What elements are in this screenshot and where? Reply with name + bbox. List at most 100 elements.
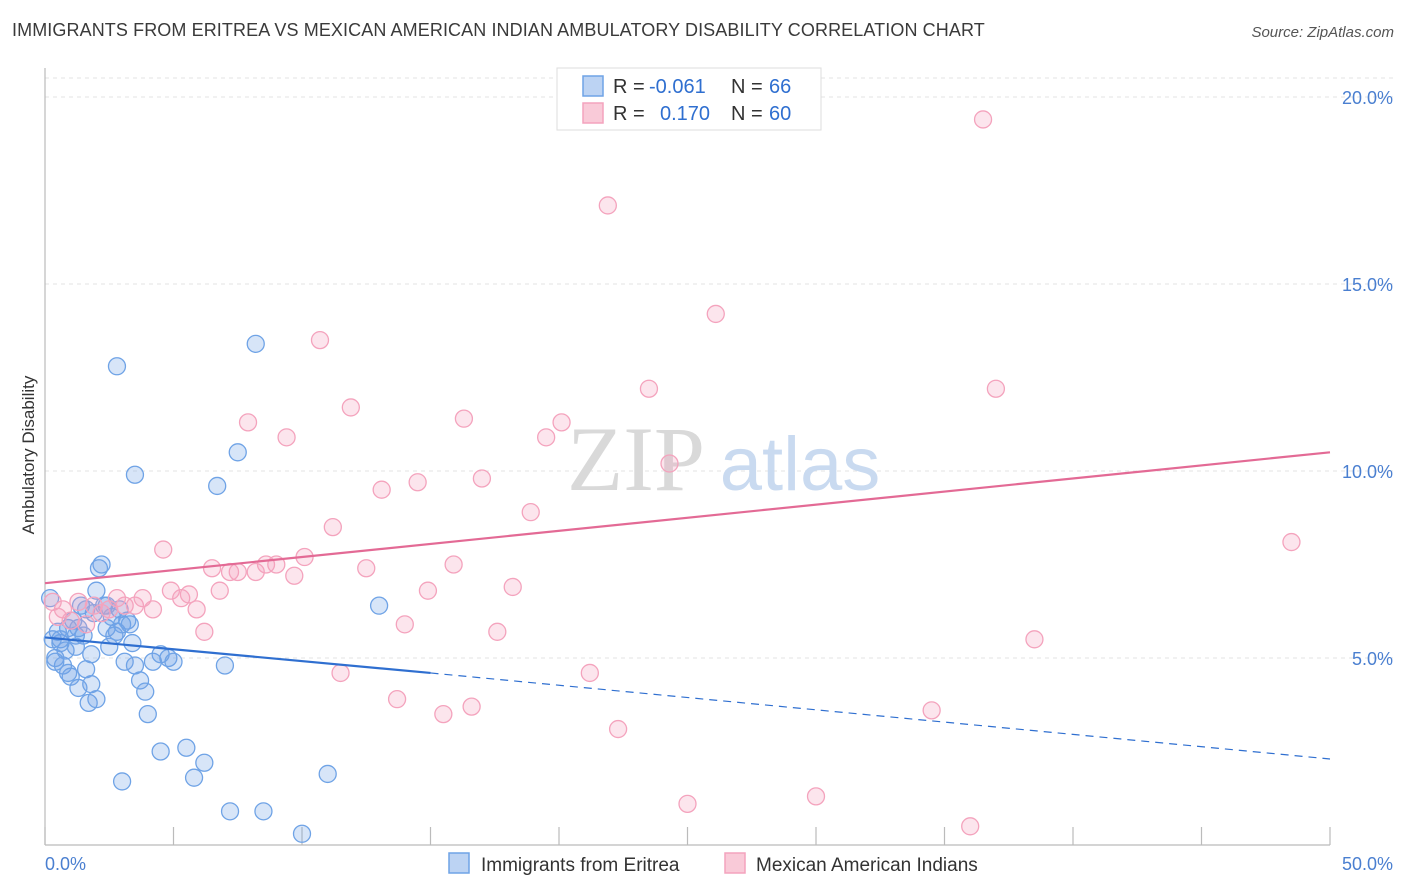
watermark-atlas: atlas — [720, 422, 881, 507]
point-s0-39 — [164, 652, 183, 671]
point-s1-12 — [133, 589, 152, 608]
point-s0-57 — [120, 615, 139, 634]
point-s1-31 — [310, 330, 330, 350]
legend-r-value-mexican: 0.170 — [660, 103, 710, 125]
point-s1-17 — [179, 585, 199, 604]
point-s0-29 — [115, 652, 134, 671]
point-s1-10 — [115, 596, 134, 615]
point-s0-51 — [66, 637, 85, 656]
point-s0-20 — [92, 555, 111, 574]
legend-n-label-mexican: N = — [731, 103, 763, 125]
point-s1-44 — [462, 697, 481, 716]
point-s1-24 — [238, 413, 258, 432]
point-s1-64 — [973, 110, 993, 129]
tick-labels: 5.0% 10.0% 15.0% 20.0% 0.0% 50.0% — [45, 88, 1393, 874]
point-s0-6 — [56, 641, 75, 660]
point-s0-60 — [125, 465, 145, 484]
point-s1-62 — [1025, 630, 1044, 649]
point-s1-19 — [195, 622, 214, 641]
point-s1-61 — [922, 701, 941, 720]
legend-swatch-eritrea — [582, 75, 604, 97]
legend-r-label-mexican: R = — [613, 103, 645, 125]
chart-title: IMMIGRANTS FROM ERITREA VS MEXICAN AMERI… — [12, 20, 985, 40]
y-axis-label: Ambulatory Disability — [19, 375, 38, 534]
point-s1-32 — [323, 517, 342, 537]
point-s1-39 — [408, 473, 427, 492]
point-s0-44 — [220, 802, 240, 821]
point-s1-60 — [986, 379, 1006, 398]
point-s1-52 — [598, 196, 617, 215]
x-tick-label-max: 50.0% — [1342, 854, 1393, 874]
point-s0-43 — [208, 476, 227, 496]
point-s0-42 — [195, 753, 214, 772]
point-s0-53 — [58, 663, 78, 683]
point-s0-35 — [138, 704, 157, 724]
point-s0-64 — [82, 675, 101, 694]
point-s1-21 — [210, 581, 229, 600]
point-s1-47 — [503, 577, 522, 597]
trend-lines — [44, 451, 1331, 760]
y-tick-label-2: 15.0% — [1342, 275, 1393, 295]
point-s1-13 — [143, 600, 163, 619]
point-s1-45 — [472, 469, 492, 488]
bottom-legend-label-mexican: Mexican American Indians — [756, 855, 978, 876]
point-s0-65 — [46, 652, 65, 671]
point-s1-49 — [537, 428, 556, 447]
watermark: ZIP atlas — [567, 408, 880, 510]
point-s1-50 — [552, 413, 571, 432]
point-s0-31 — [123, 633, 142, 653]
trend-line-eritrea-extrapolated — [430, 672, 1331, 760]
point-s1-34 — [341, 398, 360, 417]
trend-line-mexican — [44, 451, 1331, 585]
point-s1-41 — [434, 704, 453, 724]
legend: R = -0.061 N = 66 R = 0.170 N = 60 — [556, 67, 822, 131]
legend-r-value-eritrea: -0.061 — [649, 76, 706, 98]
point-s1-46 — [488, 622, 507, 641]
point-s1-38 — [395, 615, 414, 634]
bottom-legend-swatch-mexican — [724, 852, 746, 874]
point-s0-63 — [151, 742, 170, 761]
point-s1-63 — [1282, 532, 1301, 552]
bottom-legend-swatch-eritrea — [448, 852, 470, 874]
bottom-legend-label-eritrea: Immigrants from Eritrea — [481, 855, 680, 876]
point-s1-37 — [387, 689, 407, 709]
point-s0-41 — [184, 768, 204, 787]
legend-n-label-eritrea: N = — [731, 76, 763, 98]
point-s1-15 — [161, 581, 181, 600]
point-s0-46 — [215, 656, 235, 675]
x-tick-label-min: 0.0% — [45, 854, 86, 874]
point-s1-36 — [372, 480, 391, 499]
point-s0-61 — [112, 772, 132, 791]
y-tick-label-0: 5.0% — [1352, 649, 1393, 669]
legend-r-label-eritrea: R = — [613, 76, 645, 98]
point-s1-14 — [154, 540, 173, 559]
y-tick-label-1: 10.0% — [1342, 462, 1393, 482]
point-s1-20 — [202, 559, 222, 578]
point-s0-48 — [254, 802, 273, 821]
point-s0-40 — [177, 738, 196, 757]
point-s1-29 — [285, 566, 304, 585]
point-s0-49 — [292, 824, 312, 843]
source-label: Source: ZipAtlas.com — [1251, 24, 1394, 41]
point-s0-50 — [318, 764, 337, 784]
point-s1-40 — [418, 581, 438, 600]
point-s1-25 — [246, 562, 265, 582]
legend-n-value-mexican: 60 — [769, 103, 791, 125]
point-s1-57 — [706, 304, 725, 324]
trend-line-eritrea — [44, 636, 431, 675]
point-s1-53 — [608, 719, 628, 739]
point-s0-47 — [246, 334, 265, 353]
point-s1-18 — [187, 600, 206, 619]
point-s1-56 — [678, 794, 697, 814]
point-s1-42 — [444, 555, 463, 574]
y-tick-label-3: 20.0% — [1342, 88, 1393, 108]
point-s1-43 — [454, 409, 474, 428]
point-s0-62 — [369, 596, 389, 615]
point-s1-5 — [76, 615, 96, 634]
axes — [44, 68, 1331, 846]
point-s1-33 — [331, 663, 350, 683]
point-s1-59 — [961, 817, 980, 836]
point-s1-23 — [228, 562, 247, 582]
point-s1-58 — [806, 787, 826, 806]
